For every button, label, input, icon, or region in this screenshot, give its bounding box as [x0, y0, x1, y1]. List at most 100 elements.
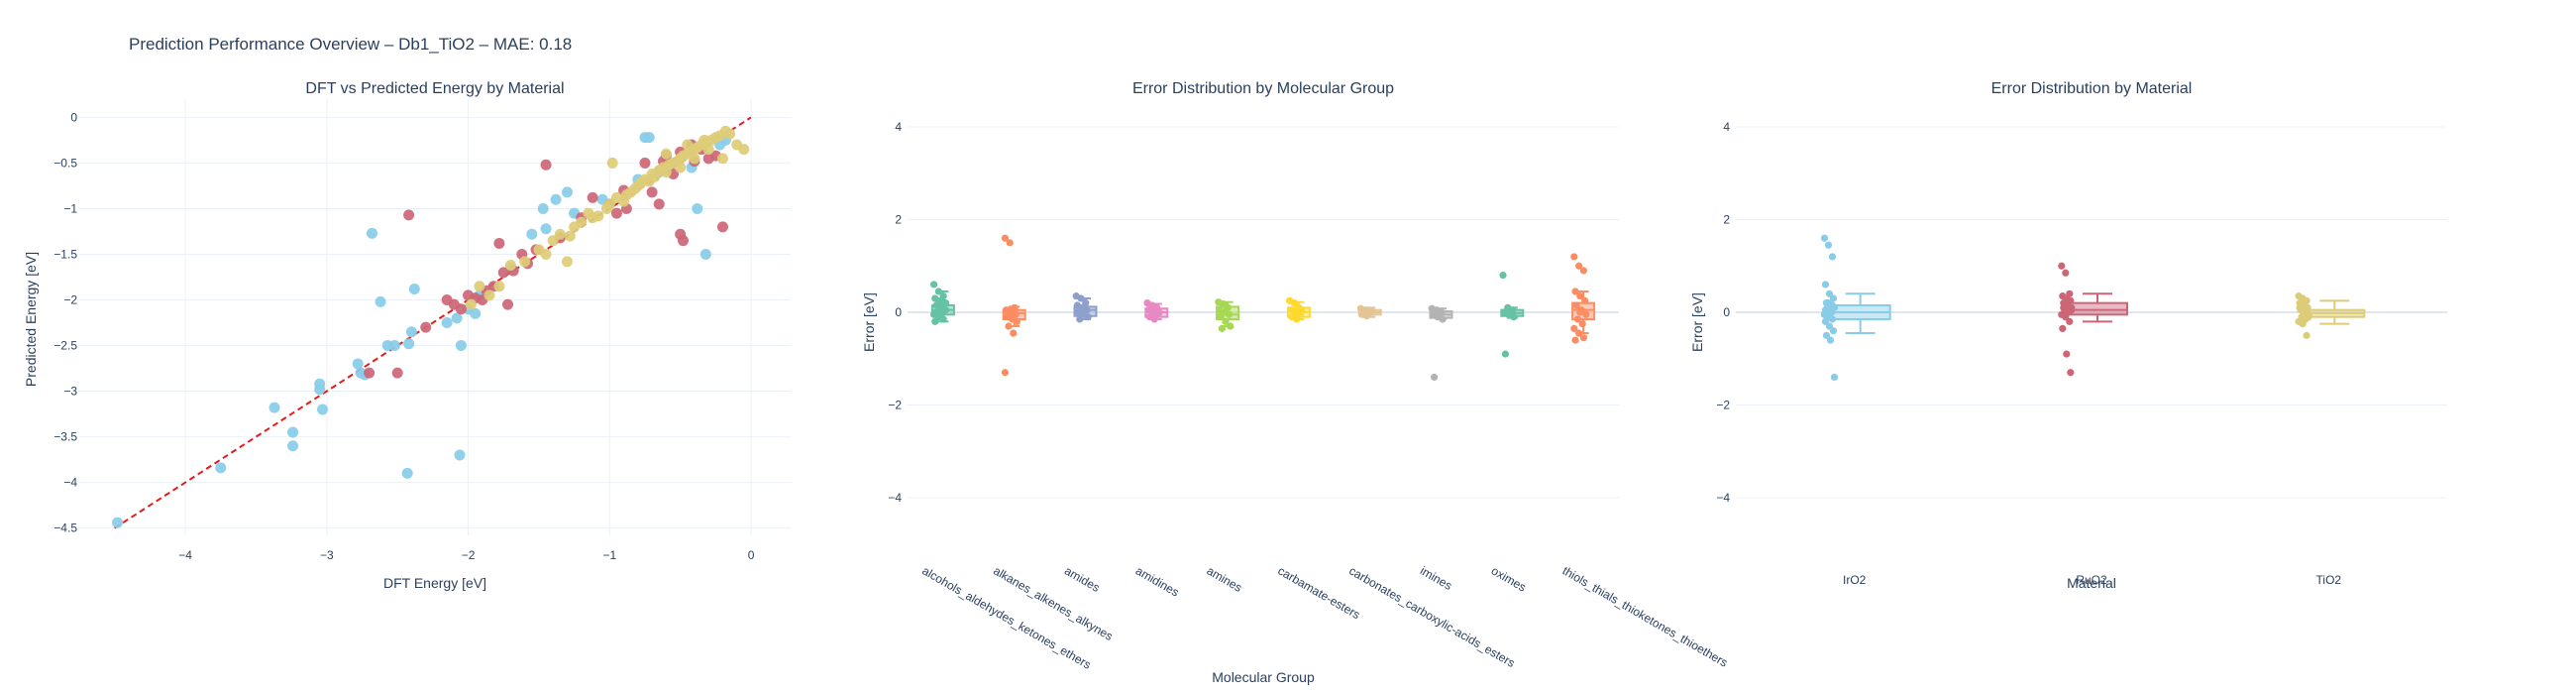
scatter-point-tio2 — [465, 298, 477, 310]
group-box-point — [1076, 315, 1084, 323]
material-box-marks — [1820, 234, 2366, 382]
group-box-point — [1005, 322, 1013, 330]
scatter-point-iro2 — [403, 338, 415, 350]
group-box-x-tick-label: alkanes_alkenes_alkynes — [991, 563, 1115, 643]
material-box-point — [1826, 336, 1835, 344]
scatter-point-iro2 — [470, 307, 482, 319]
scatter-y-tick-label: −3 — [63, 385, 77, 399]
scatter-point-tio2 — [576, 216, 588, 228]
group-box-point — [934, 288, 943, 295]
material-box-point — [2059, 324, 2067, 332]
material-box-ticks: 4 2 0 −2 −4 IrO2 RuO2 TiO2 — [1716, 120, 2341, 587]
material-box-point — [2061, 299, 2069, 307]
group-box-point — [1298, 306, 1306, 314]
scatter-y-tick-label: −0.5 — [54, 156, 77, 170]
group-box-point — [1084, 313, 1092, 321]
group-box-x-axis-label: Molecular Group — [1212, 669, 1315, 685]
group-box-point — [1576, 292, 1584, 300]
scatter-y-tick-label: −2.5 — [54, 339, 77, 353]
scatter-x-tick-label: 0 — [748, 548, 755, 562]
scatter-point-iro2 — [317, 404, 329, 415]
group-box-point — [1576, 308, 1584, 316]
scatter-point-tio2 — [675, 162, 687, 174]
material-box-point — [1829, 327, 1838, 335]
group-box-point — [1571, 288, 1579, 295]
material-box-point — [2058, 262, 2066, 270]
group-box-point — [1218, 324, 1226, 332]
scatter-point-tio2 — [540, 248, 552, 260]
scatter-point-iro2 — [455, 340, 467, 352]
group-box-point — [1570, 253, 1578, 261]
scatter-point-ruo2 — [455, 303, 467, 315]
material-box-x-axis-label: Material — [2067, 575, 2116, 591]
group-box-point — [1226, 310, 1234, 318]
group-box-point — [1010, 329, 1018, 337]
material-box-point — [2301, 301, 2308, 309]
group-box-point — [1501, 350, 1509, 358]
material-box-point — [2062, 269, 2070, 277]
group-box-point — [1579, 267, 1587, 275]
scatter-points — [112, 125, 750, 528]
scatter-point-iro2 — [314, 384, 326, 396]
scatter-point-iro2 — [537, 202, 549, 214]
scatter-point-tio2 — [564, 230, 576, 242]
scatter-point-iro2 — [112, 517, 124, 528]
scatter-point-tio2 — [660, 148, 672, 160]
scatter-point-iro2 — [215, 462, 227, 474]
material-box-y-tick-label: 0 — [1723, 305, 1730, 319]
group-box-point — [1223, 302, 1231, 310]
scatter-point-ruo2 — [420, 321, 432, 333]
group-box-point — [1290, 299, 1298, 307]
scatter-point-ruo2 — [646, 186, 658, 198]
scatter-y-tick-label: −4.5 — [54, 521, 77, 535]
scatter-point-tio2 — [682, 139, 694, 151]
figure-title: Prediction Performance Overview – Db1_Ti… — [129, 35, 572, 54]
scatter-point-iro2 — [550, 193, 562, 205]
group-box-y-tick-label: 0 — [895, 305, 902, 319]
scatter-ticks: −4 −3 −2 −1 0 0 −0.5 −1 −1.5 −2 −2.5 −3 −3.5 −4 −4.5 — [54, 110, 754, 562]
group-box-y-tick-label: −2 — [888, 398, 902, 411]
group-box-y-tick-label: −4 — [888, 491, 902, 505]
scatter-point-tio2 — [702, 144, 714, 156]
group-box-x-tick-label: oximes — [1489, 563, 1529, 594]
scatter-point-ruo2 — [497, 267, 509, 279]
group-box-point — [1510, 313, 1518, 321]
material-box-point — [1821, 306, 1830, 314]
group-box-y-tick-label: 4 — [895, 120, 902, 134]
group-box-point — [1570, 324, 1578, 332]
group-box-point — [1571, 336, 1579, 344]
scatter-point-iro2 — [401, 467, 413, 479]
material-box-point — [1828, 253, 1837, 261]
scatter-point-iro2 — [526, 228, 538, 240]
material-box-point — [2066, 317, 2074, 325]
group-box-point — [1367, 307, 1375, 315]
group-box-point — [1581, 296, 1589, 304]
scatter-point-tio2 — [483, 289, 495, 301]
scatter-y-axis-label: Predicted Energy [eV] — [23, 252, 39, 387]
scatter-point-iro2 — [699, 248, 711, 260]
scatter-point-iro2 — [287, 426, 299, 438]
material-box-x-tick-label: IrO2 — [1843, 573, 1867, 587]
scatter-x-axis-label: DFT Energy [eV] — [383, 575, 486, 591]
group-box-point — [932, 310, 940, 318]
group-box-point — [1362, 312, 1370, 320]
material-box-point — [1821, 281, 1830, 289]
scatter-point-iro2 — [561, 186, 573, 198]
material-box-point — [1821, 317, 1830, 325]
scatter-point-tio2 — [493, 281, 505, 292]
scatter-point-iro2 — [441, 317, 453, 329]
group-box-point — [931, 317, 939, 325]
scatter-point-ruo2 — [403, 209, 415, 221]
scatter-point-tio2 — [504, 260, 516, 272]
scatter-panel: DFT vs Predicted Energy by Material −4 −3… — [23, 80, 791, 591]
group-box-y-axis-label: Error [eV] — [861, 292, 877, 352]
group-box-x-tick-label: amidines — [1133, 563, 1182, 599]
group-box-ticks: 420−2−4alcohols_aldehydes_ketones_ethers… — [888, 120, 1730, 672]
group-box-point — [1001, 234, 1010, 242]
group-box-x-tick-label: amines — [1205, 563, 1245, 594]
material-box-y-axis-label: Error [eV] — [1689, 292, 1705, 352]
group-box-title: Error Distribution by Molecular Group — [1132, 80, 1394, 97]
group-box-point — [1011, 308, 1019, 316]
group-box-x-tick-label: thiols_thials_thioketones_thioethers — [1560, 563, 1731, 669]
